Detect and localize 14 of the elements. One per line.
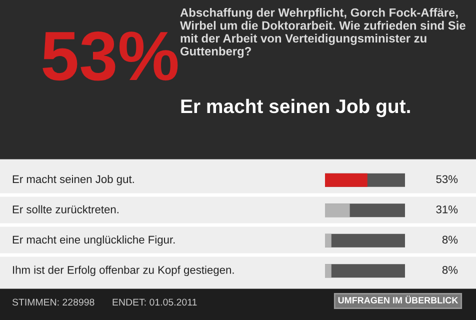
y-tick-label: Er macht seinen Job gut.	[12, 174, 134, 186]
text: ENDET: 01.05.2011	[112, 298, 197, 306]
data-label: 53%	[436, 175, 458, 184]
data-label: 8%	[442, 266, 458, 274]
data-label: 31%	[436, 205, 458, 214]
data-label: 8%	[442, 236, 458, 244]
text: 53%	[42, 31, 178, 81]
chart-title: Abschaffung der Wehrpflicht, Gorch Fock-Affäre, Wirbel um die Doktorarbeit. Wie zufrieden sind Sie mit der Arbeit von Verteidigungsminister zu Guttenberg?	[180, 8, 466, 58]
y-tick-label: Ihm ist der Erfolg offenbar zu Kopf gestiegen.	[13, 266, 234, 276]
text: UMFRAGEN IM ÜBERBLICK	[338, 296, 458, 304]
y-tick-label: Er sollte zurücktreten.	[12, 205, 118, 214]
chart-subtitle: Er macht seinen Job gut.	[181, 98, 410, 118]
y-tick-label: Er macht eine unglückliche Figur.	[12, 235, 175, 246]
text: STIMMEN: 228998	[12, 298, 94, 306]
